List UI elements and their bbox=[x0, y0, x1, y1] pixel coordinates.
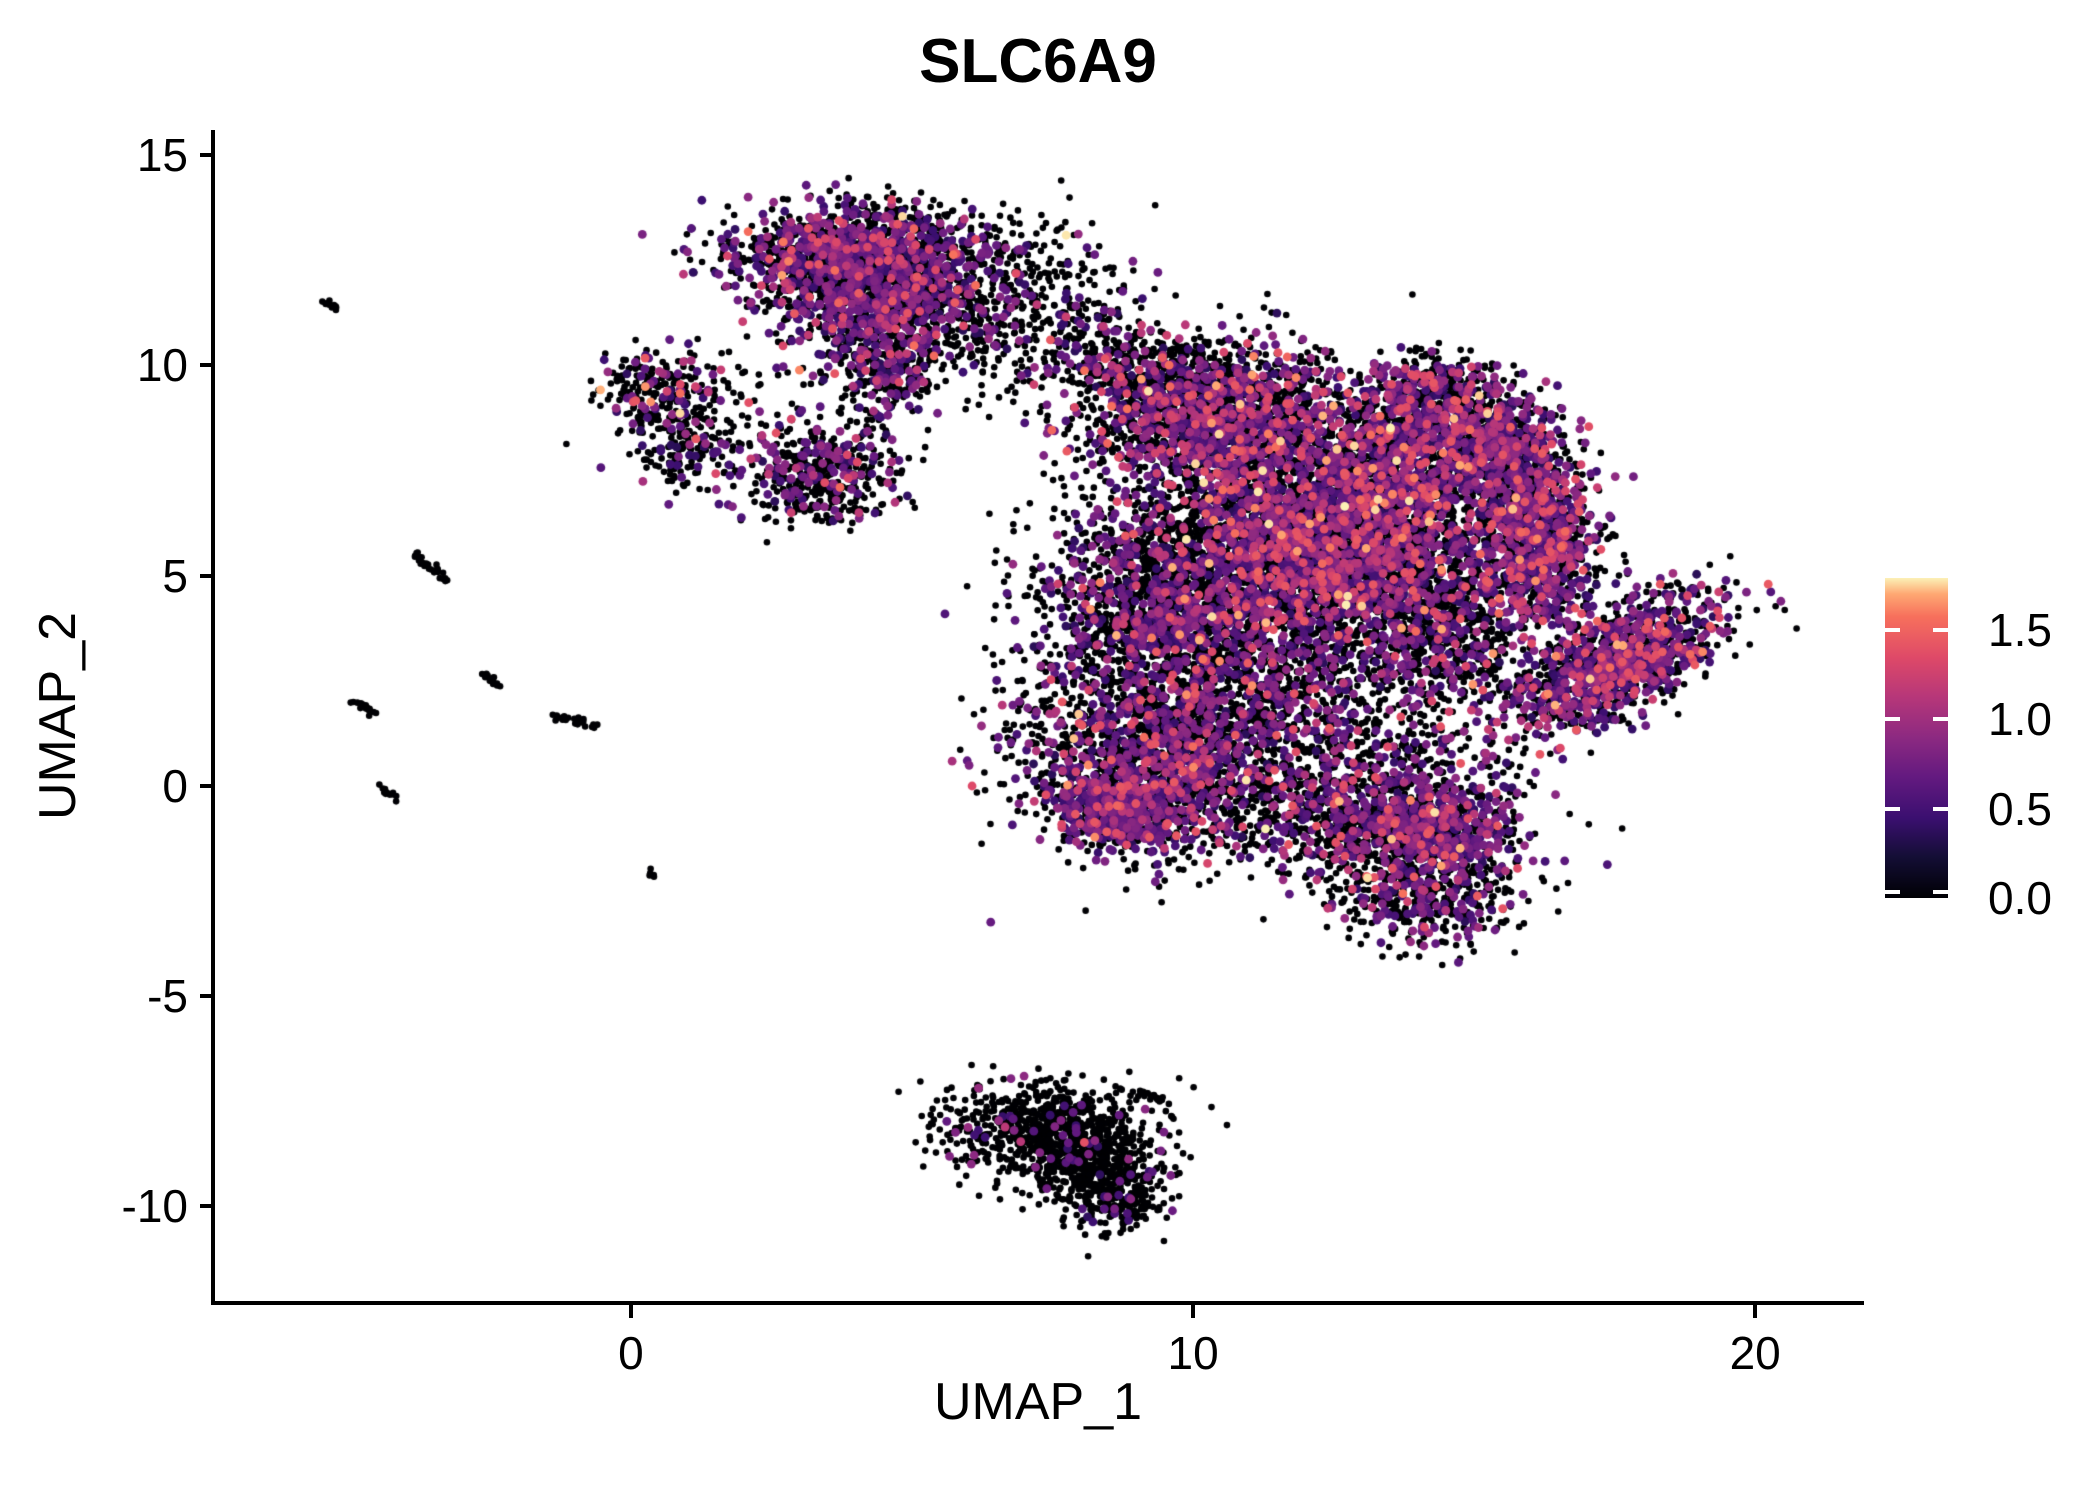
colorbar-tick-right bbox=[1933, 890, 1948, 894]
colorbar-tick-label: 1.0 bbox=[1988, 693, 2052, 746]
colorbar-tick-label: 1.5 bbox=[1988, 603, 2052, 656]
colorbar-tick-left bbox=[1885, 890, 1900, 894]
x-tick-mark bbox=[1753, 1303, 1758, 1318]
x-axis-title: UMAP_1 bbox=[933, 1373, 1143, 1431]
y-tick-label: 10 bbox=[136, 339, 188, 392]
y-tick-mark bbox=[200, 573, 215, 578]
y-tick-label: -10 bbox=[121, 1180, 188, 1233]
x-tick-label: 0 bbox=[618, 1327, 644, 1379]
colorbar-tick-left bbox=[1885, 627, 1900, 632]
colorbar-tick-left bbox=[1885, 806, 1900, 811]
y-tick-label: 0 bbox=[162, 759, 188, 812]
y-tick-mark bbox=[200, 994, 215, 999]
y-tick-mark bbox=[200, 1204, 215, 1209]
x-tick-label: 10 bbox=[1167, 1327, 1219, 1379]
y-tick-label: -5 bbox=[147, 970, 188, 1023]
colorbar-tick-label: 0.0 bbox=[1988, 872, 2052, 924]
y-tick-mark bbox=[200, 363, 215, 368]
colorbar-tick-right bbox=[1933, 627, 1948, 632]
y-tick-mark bbox=[200, 153, 215, 158]
x-tick-mark bbox=[628, 1303, 633, 1318]
y-tick-label: 15 bbox=[136, 129, 188, 182]
colorbar-tick-label: 0.5 bbox=[1988, 782, 2052, 835]
y-tick-mark bbox=[200, 783, 215, 788]
colorbar-tick-left bbox=[1885, 717, 1900, 722]
x-tick-mark bbox=[1191, 1303, 1196, 1318]
colorbar-tick-right bbox=[1933, 717, 1948, 722]
y-axis-line bbox=[211, 130, 215, 1305]
y-axis-title: UMAP_2 bbox=[29, 611, 87, 821]
x-axis-line bbox=[211, 1301, 1864, 1305]
colorbar-gradient bbox=[1885, 578, 1948, 898]
x-tick-label: 20 bbox=[1729, 1327, 1781, 1379]
plot-title: SLC6A9 bbox=[919, 27, 1157, 96]
colorbar-tick-right bbox=[1933, 806, 1948, 811]
y-tick-label: 5 bbox=[162, 549, 188, 602]
